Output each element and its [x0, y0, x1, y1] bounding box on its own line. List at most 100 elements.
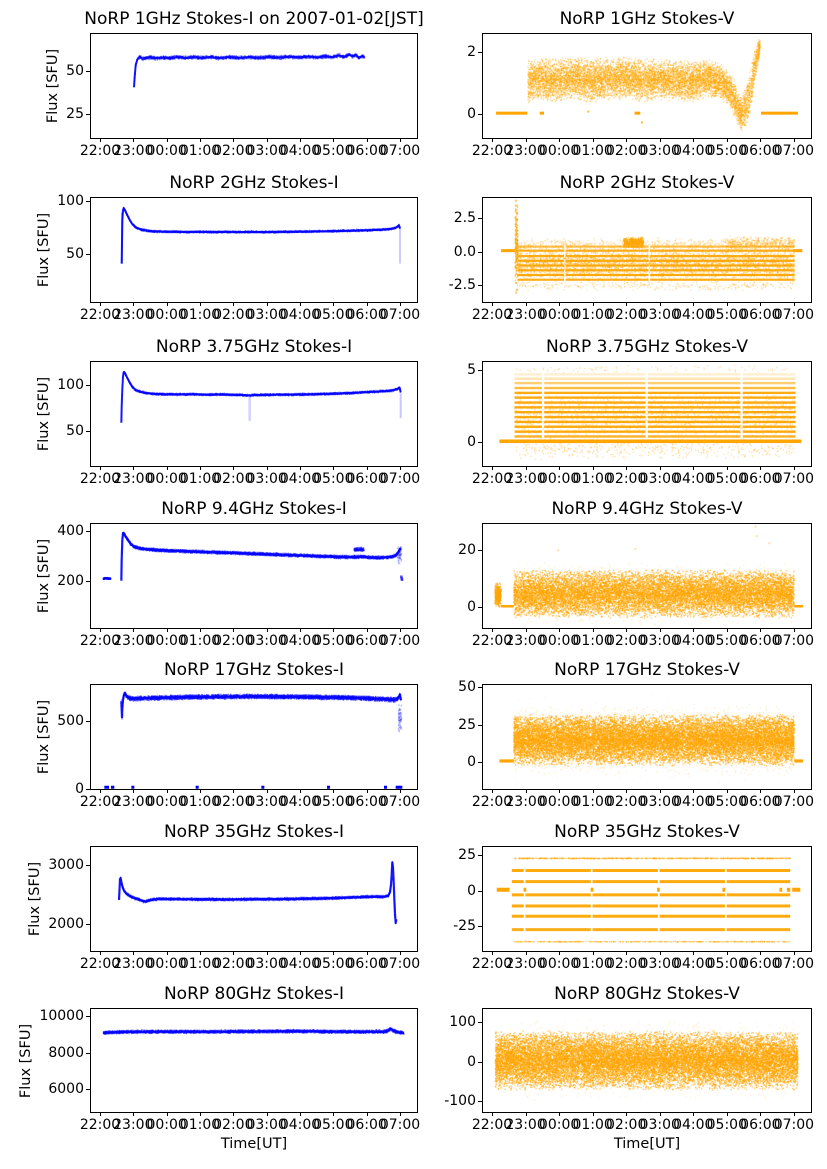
- x-tick-mark: [100, 789, 101, 793]
- x-tick-mark: [233, 1112, 235, 1116]
- x-tick-mark: [592, 1112, 594, 1116]
- y-tick-label: 20: [458, 541, 476, 558]
- y-tick-label: 0.0: [453, 243, 476, 260]
- plot-area: [91, 1009, 417, 1112]
- x-tick-label: 04:00: [279, 633, 321, 649]
- y-tick-mark: [478, 217, 482, 219]
- x-tick-mark: [400, 789, 401, 793]
- x-tick-label: 01:00: [572, 956, 613, 972]
- y-tick-label: 25: [458, 716, 476, 733]
- y-tick-mark: [478, 549, 482, 551]
- x-tick-mark: [626, 1112, 628, 1116]
- x-tick-mark: [693, 951, 695, 955]
- y-tick-label: 500: [57, 713, 84, 730]
- x-tick-mark: [659, 138, 661, 142]
- x-tick-mark: [760, 951, 762, 955]
- x-tick-mark: [400, 951, 401, 955]
- x-tick-label: 00:00: [538, 307, 580, 323]
- x-tick-mark: [492, 951, 494, 955]
- x-tick-label: 23:00: [505, 1117, 546, 1133]
- x-tick-mark: [266, 1112, 268, 1116]
- y-tick-mark: [86, 580, 90, 582]
- y-tick-label: 50: [66, 423, 84, 440]
- x-tick-label: 01:00: [179, 471, 221, 487]
- chart-17ghz-stokes-v: NoRP 17GHz Stokes-V 22:00 23:00 00:00 01:00…: [458, 660, 814, 810]
- plot-area: [91, 34, 417, 138]
- x-tick-mark: [166, 138, 168, 142]
- x-tick-mark: [559, 951, 561, 955]
- x-tick-label: 00:00: [538, 633, 580, 649]
- x-tick-label: 07:00: [379, 1117, 421, 1133]
- x-tick-label: 00:00: [538, 956, 580, 972]
- chart-2ghz-stokes-v: NoRP 2GHz Stokes-V 22:00 23:00 00:00 01:00 0…: [449, 173, 814, 323]
- x-tick-mark: [233, 789, 235, 793]
- chart-2ghz-stokes-i: NoRP 2GHz Stokes-I Flux [SFU] 22:00 23:00…: [36, 173, 420, 323]
- y-tick-mark: [478, 724, 482, 726]
- chart-title: NoRP 17GHz Stokes-V: [554, 660, 740, 680]
- chart-title: NoRP 80GHz Stokes-I: [163, 984, 345, 1004]
- chart-title: NoRP 1GHz Stokes-I on 2007-01-02[JST]: [84, 9, 424, 29]
- chart-1ghz-stokes-i: NoRP 1GHz Stokes-I on 2007-01-02[JST] Fl…: [45, 9, 424, 159]
- x-tick-mark: [366, 951, 368, 955]
- y-tick-mark: [86, 71, 90, 73]
- y-axis-label: Flux [SFU]: [18, 1023, 35, 1098]
- x-tick-mark: [693, 789, 695, 793]
- x-tick-mark: [233, 138, 235, 142]
- x-tick-label: 00:00: [146, 471, 187, 487]
- x-tick-label: 02:00: [213, 143, 254, 159]
- x-tick-label: 07:00: [773, 143, 815, 159]
- x-tick-mark: [100, 466, 101, 470]
- x-tick-label: 04:00: [673, 633, 714, 649]
- x-tick-mark: [726, 628, 728, 632]
- x-axis-label: Time[UT]: [220, 1136, 288, 1152]
- x-tick-label: 05:00: [313, 633, 354, 649]
- x-tick-mark: [166, 302, 168, 306]
- x-tick-label: 03:00: [246, 633, 287, 649]
- x-tick-label: 01:00: [179, 143, 221, 159]
- x-tick-label: 04:00: [279, 471, 321, 487]
- x-tick-mark: [333, 789, 335, 793]
- x-tick-label: 23:00: [113, 633, 154, 649]
- x-tick-mark: [200, 628, 201, 632]
- x-tick-label: 02:00: [213, 794, 254, 810]
- x-tick-label: 04:00: [673, 794, 714, 810]
- x-tick-mark: [693, 302, 695, 306]
- x-tick-mark: [333, 951, 335, 955]
- y-tick-mark: [478, 687, 482, 689]
- y-tick-label: 50: [458, 679, 476, 696]
- x-tick-mark: [133, 466, 135, 470]
- chart-title: NoRP 2GHz Stokes-V: [559, 173, 735, 193]
- plot-area: [91, 685, 417, 789]
- y-tick-mark: [478, 761, 482, 763]
- x-tick-mark: [693, 628, 695, 632]
- x-tick-label: 01:00: [572, 794, 613, 810]
- y-tick-mark: [478, 890, 482, 892]
- x-tick-mark: [525, 138, 527, 142]
- y-tick-label: 50: [66, 63, 84, 80]
- plot-area: [483, 1009, 811, 1112]
- chart-title: NoRP 35GHz Stokes-V: [554, 822, 740, 842]
- y-tick-mark: [86, 1016, 90, 1018]
- plot-area: [91, 524, 417, 628]
- y-tick-mark: [478, 1061, 482, 1063]
- x-tick-mark: [793, 1112, 795, 1116]
- x-tick-mark: [366, 628, 368, 632]
- x-tick-label: 04:00: [673, 143, 714, 159]
- x-tick-mark: [559, 628, 561, 632]
- x-tick-mark: [559, 466, 561, 470]
- y-tick-label: 0: [467, 1053, 476, 1070]
- y-tick-label: 6000: [48, 1081, 84, 1098]
- x-tick-mark: [300, 789, 301, 793]
- x-tick-mark: [659, 789, 661, 793]
- x-tick-label: 02:00: [606, 956, 647, 972]
- x-tick-label: 07:00: [773, 307, 815, 323]
- chart-title: NoRP 3.75GHz Stokes-V: [546, 337, 748, 357]
- x-tick-label: 02:00: [606, 471, 647, 487]
- x-tick-label: 23:00: [113, 307, 154, 323]
- x-tick-mark: [133, 302, 135, 306]
- x-tick-label: 05:00: [706, 1117, 747, 1133]
- x-tick-label: 03:00: [639, 1117, 680, 1133]
- x-tick-mark: [659, 302, 661, 306]
- x-tick-mark: [793, 466, 795, 470]
